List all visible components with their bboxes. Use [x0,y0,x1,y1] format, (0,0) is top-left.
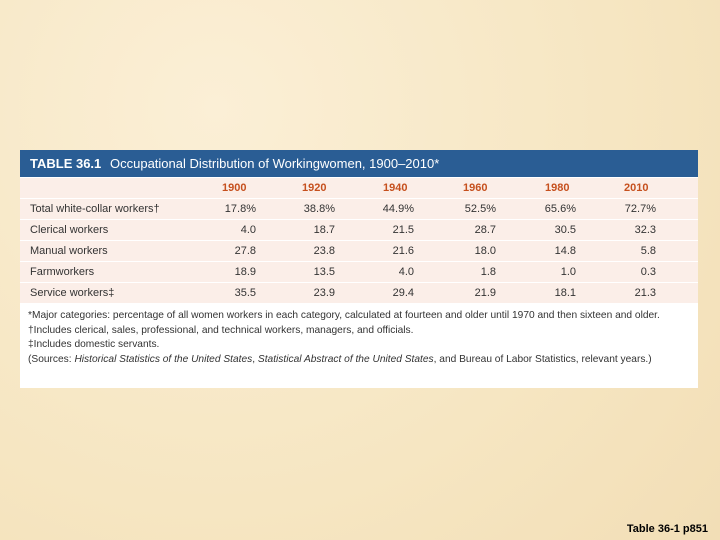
cell-value: 29.4 [392,287,414,299]
note: †Includes clerical, sales, professional,… [28,324,414,336]
row-label: Clerical workers [30,224,109,236]
title-bar: TABLE 36.1 Occupational Distribution of … [20,150,698,177]
cell-value: 35.5 [234,287,256,299]
column-header: 1940 [383,182,408,194]
row-label: Service workers‡ [30,287,115,299]
cell-value: 5.8 [640,245,656,257]
row-label: Total white-collar workers† [30,203,160,215]
cell-value: 30.5 [554,224,576,236]
column-header: 1960 [463,182,488,194]
cell-value: 44.9% [382,203,414,215]
cell-value: 52.5% [464,203,496,215]
cell-value: 23.8 [313,245,335,257]
sources: (Sources: Historical Statistics of the U… [28,353,693,368]
text: , [252,353,258,365]
cell-value: 1.0 [560,266,576,278]
note: ‡Includes domestic servants. [28,339,160,351]
table-row: Total white-collar workers† 17.8% 38.8% 44.… [20,199,698,220]
cell-value: 14.8 [554,245,576,257]
cell-value: 4.0 [240,224,256,236]
cell-value: 21.6 [392,245,414,257]
cell-value: 13.5 [313,266,335,278]
cell-value: 38.8% [303,203,335,215]
cell-value: 18.7 [313,224,335,236]
column-header: 2010 [624,182,649,194]
cell-value: 21.3 [634,287,656,299]
table-title: Occupational Distribution of Workingwome… [110,156,440,171]
row-label: Manual workers [30,245,108,257]
table-row: Farmworkers 18.9 13.5 4.0 1.8 1.0 0.3 [20,262,698,283]
cell-value: 18.0 [474,245,496,257]
column-header: 1900 [222,182,247,194]
table-row: Service workers‡ 35.5 23.9 29.4 21.9 18.1 21.3 [20,283,698,304]
cell-value: 65.6% [544,203,576,215]
text: Statistical Abstract of the United State… [257,353,434,365]
cell-value: 32.3 [634,224,656,236]
text: Historical Statistics of the United Stat… [74,353,253,365]
cell-value: 1.8 [480,266,496,278]
cell-value: 21.5 [392,224,414,236]
cell-value: 28.7 [474,224,496,236]
cell-value: 72.7% [624,203,656,215]
text: (Sources: [28,353,75,365]
cell-value: 27.8 [234,245,256,257]
cell-value: 23.9 [313,287,335,299]
table-row: Manual workers 27.8 23.8 21.6 18.0 14.8 5.8 [20,241,698,262]
cell-value: 18.9 [234,266,256,278]
header-row: 1900 1920 1940 1960 1980 2010 [20,178,698,199]
text: , and Bureau of Labor Statistics, releva… [433,353,652,365]
column-header: 1920 [302,182,327,194]
cell-value: 21.9 [474,287,496,299]
table-figure: TABLE 36.1 Occupational Distribution of … [20,150,698,388]
cell-value: 0.3 [640,266,656,278]
slide-caption: Table 36-1 p851 [626,523,708,535]
cell-value: 4.0 [398,266,414,278]
cell-value: 17.8% [224,203,256,215]
cell-value: 18.1 [554,287,576,299]
table-row: Clerical workers 4.0 18.7 21.5 28.7 30.5 32.3 [20,220,698,241]
notes: *Major categories: percentage of all wom… [28,309,693,367]
note: *Major categories: percentage of all wom… [28,310,660,321]
row-label: Farmworkers [30,266,95,278]
table-number: TABLE 36.1 [30,156,102,171]
column-header: 1980 [545,182,570,194]
